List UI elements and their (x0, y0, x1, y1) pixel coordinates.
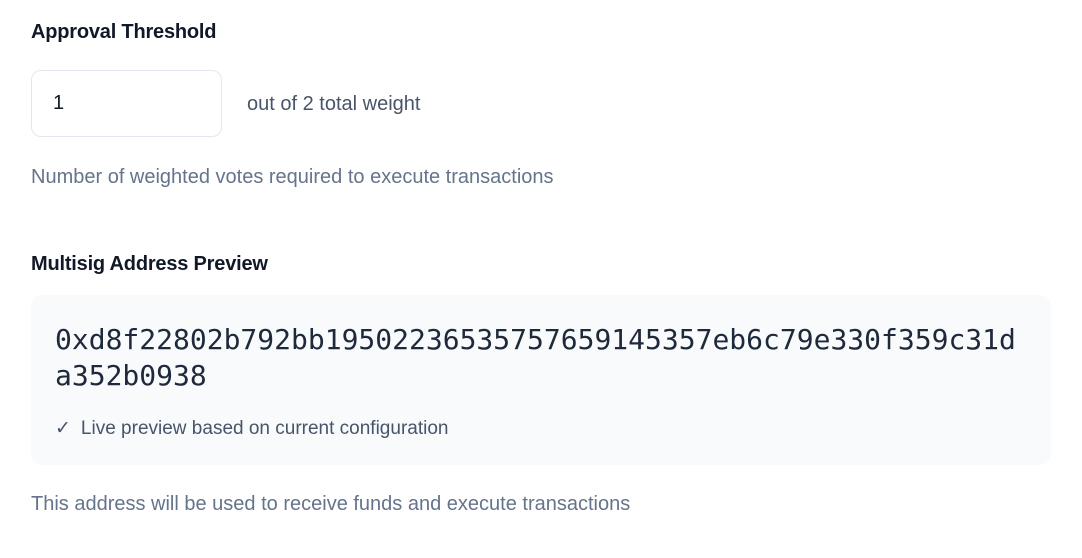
multisig-config-form: Approval Threshold out of 2 total weight… (31, 21, 1051, 515)
approval-threshold-label: Approval Threshold (31, 21, 217, 43)
threshold-helper-text: Number of weighted votes required to exe… (31, 166, 554, 188)
multisig-address-value: 0xd8f22802b792bb19502236535757659145357e… (55, 323, 1016, 392)
threshold-input[interactable] (31, 70, 222, 137)
threshold-row: out of 2 total weight (31, 70, 1051, 137)
address-helper-text: This address will be used to receive fun… (31, 493, 631, 515)
total-weight-text: out of 2 total weight (247, 92, 421, 115)
address-preview-box: 0xd8f22802b792bb19502236535757659145357e… (31, 295, 1051, 465)
live-preview-row: ✓ Live preview based on current configur… (55, 417, 1027, 441)
live-preview-note: Live preview based on current configurat… (80, 418, 449, 439)
check-icon: ✓ (55, 418, 71, 439)
multisig-address-preview-label: Multisig Address Preview (31, 253, 268, 275)
